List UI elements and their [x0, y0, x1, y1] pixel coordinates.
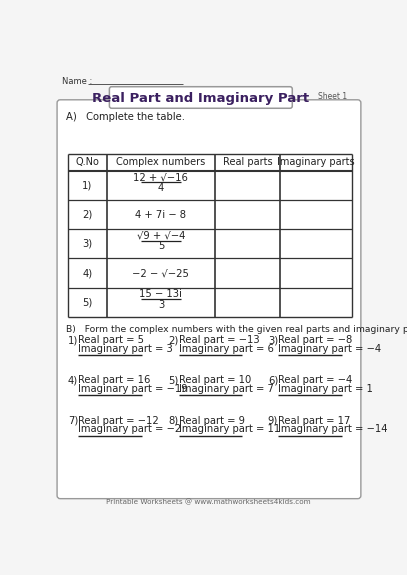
Text: 4: 4 [158, 183, 164, 193]
Text: 3: 3 [158, 300, 164, 310]
Text: Real part = −4: Real part = −4 [278, 375, 352, 385]
Text: 12 + √−16: 12 + √−16 [133, 172, 188, 182]
Text: 4): 4) [68, 375, 78, 385]
Text: 1): 1) [68, 335, 78, 346]
Text: Real part = 9: Real part = 9 [179, 416, 245, 426]
Text: 7): 7) [68, 416, 78, 426]
Text: Imaginary part = 1: Imaginary part = 1 [278, 384, 373, 394]
Text: Imaginary part = 6: Imaginary part = 6 [179, 344, 274, 354]
Text: Sheet 1: Sheet 1 [318, 92, 348, 101]
Text: 5): 5) [168, 375, 179, 385]
Text: 8): 8) [168, 416, 179, 426]
Text: −2 − √−25: −2 − √−25 [133, 268, 189, 278]
Text: Imaginary part = −19: Imaginary part = −19 [78, 384, 188, 394]
Text: 5: 5 [158, 242, 164, 251]
Text: Real part = −12: Real part = −12 [78, 416, 159, 426]
Text: 5): 5) [82, 297, 92, 307]
Text: Printable Worksheets @ www.mathworksheets4kids.com: Printable Worksheets @ www.mathworksheet… [106, 499, 311, 505]
Text: Real part = −8: Real part = −8 [278, 335, 352, 346]
Text: 2): 2) [168, 335, 179, 346]
Text: Imaginary part = −14: Imaginary part = −14 [278, 424, 387, 434]
Text: 9): 9) [268, 416, 278, 426]
Text: √9 + √−4: √9 + √−4 [137, 231, 185, 241]
Text: Real parts: Real parts [223, 157, 272, 167]
Text: A)   Complete the table.: A) Complete the table. [66, 112, 185, 122]
Text: Real part = 17: Real part = 17 [278, 416, 350, 426]
Text: Real part = 5: Real part = 5 [78, 335, 144, 346]
Text: 3): 3) [82, 239, 92, 249]
Text: Real part = 10: Real part = 10 [179, 375, 251, 385]
Text: Imaginary part = −2: Imaginary part = −2 [78, 424, 181, 434]
Text: Real part = −13: Real part = −13 [179, 335, 259, 346]
FancyBboxPatch shape [109, 87, 292, 108]
Text: Name :: Name : [62, 76, 92, 86]
Text: 3): 3) [268, 335, 278, 346]
Text: Complex numbers: Complex numbers [116, 157, 206, 167]
Text: Q.No: Q.No [75, 157, 99, 167]
Text: Imaginary part = 3: Imaginary part = 3 [78, 344, 173, 354]
Text: Imaginary part = −4: Imaginary part = −4 [278, 344, 381, 354]
Text: 6): 6) [268, 375, 278, 385]
Text: Imaginary part = 7: Imaginary part = 7 [179, 384, 274, 394]
Text: 4): 4) [82, 268, 92, 278]
Text: 1): 1) [82, 181, 92, 190]
Text: Imaginary part = 11: Imaginary part = 11 [179, 424, 280, 434]
Text: 4 + 7i − 8: 4 + 7i − 8 [136, 209, 186, 220]
Text: 2): 2) [82, 209, 92, 220]
FancyBboxPatch shape [57, 100, 361, 499]
Text: Real part = 16: Real part = 16 [78, 375, 150, 385]
Text: Imaginary parts: Imaginary parts [277, 157, 354, 167]
Text: 15 − 13i: 15 − 13i [140, 289, 182, 299]
Text: B)   Form the complex numbers with the given real parts and imaginary parts.: B) Form the complex numbers with the giv… [66, 325, 407, 333]
Text: Real Part and Imaginary Part: Real Part and Imaginary Part [92, 92, 309, 105]
